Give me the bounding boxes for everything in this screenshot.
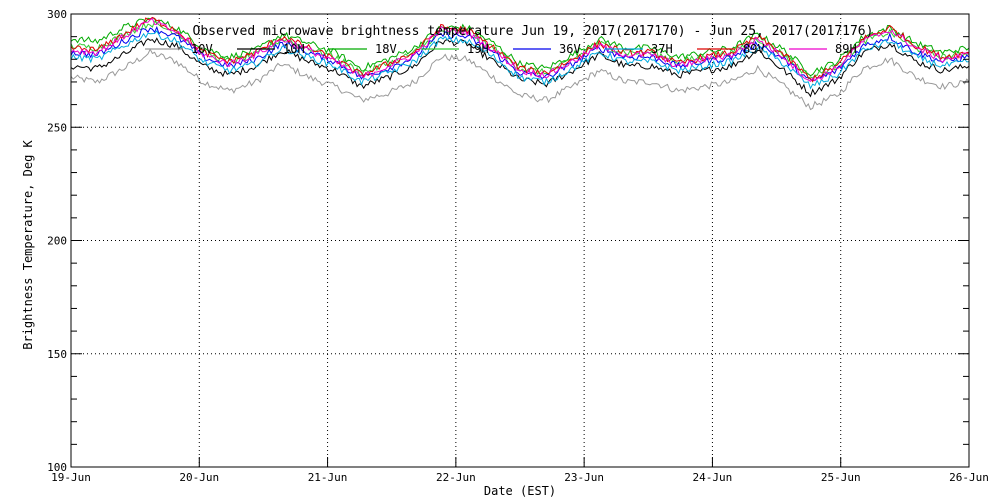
legend-label-19h: 19H <box>467 42 489 56</box>
series-line-10h <box>70 37 970 98</box>
y-axis-title: Brightness Temperature, Deg K <box>21 139 35 349</box>
y-tick-label: 100 <box>47 461 67 474</box>
x-tick-label: 21-Jun <box>308 471 348 484</box>
legend-label-89v: 89V <box>743 42 765 56</box>
x-tick-label: 22-Jun <box>436 471 476 484</box>
chart-title: Observed microwave brightness temperatur… <box>193 24 874 39</box>
y-tick-label: 300 <box>47 8 67 21</box>
legend-label-18v: 18V <box>375 42 397 56</box>
series-line-89v <box>70 16 970 83</box>
legend-label-10v: 10V <box>191 42 213 56</box>
x-tick-label: 26-Jun <box>949 471 989 484</box>
x-tick-label: 23-Jun <box>564 471 604 484</box>
y-tick-label: 200 <box>47 235 67 248</box>
y-tick-label: 150 <box>47 348 67 361</box>
axis-ticks: 100 150 200 250 300 19-Jun 20-Jun 21-Jun 22-Jun 2… <box>47 8 989 484</box>
series-line-10v <box>70 48 970 111</box>
series-line-89h <box>70 17 970 82</box>
legend-label-37h: 37H <box>651 42 673 56</box>
legend-label-36v: 36V <box>559 42 581 56</box>
x-tick-label: 20-Jun <box>179 471 219 484</box>
x-tick-label: 25-Jun <box>821 471 861 484</box>
y-tick-label: 250 <box>47 121 67 134</box>
legend-label-89h: 89H <box>835 42 857 56</box>
data-series <box>70 16 970 111</box>
x-axis-title: Date (EST) <box>484 484 556 498</box>
legend-label-10h: 10H <box>283 42 305 56</box>
x-tick-label: 19-Jun <box>51 471 91 484</box>
grid-lines <box>71 14 969 467</box>
series-line-37h <box>70 30 970 90</box>
x-tick-label: 24-Jun <box>693 471 733 484</box>
legend: 10V 10H 18V 19H 36V 37H 89V 89H <box>145 42 857 56</box>
